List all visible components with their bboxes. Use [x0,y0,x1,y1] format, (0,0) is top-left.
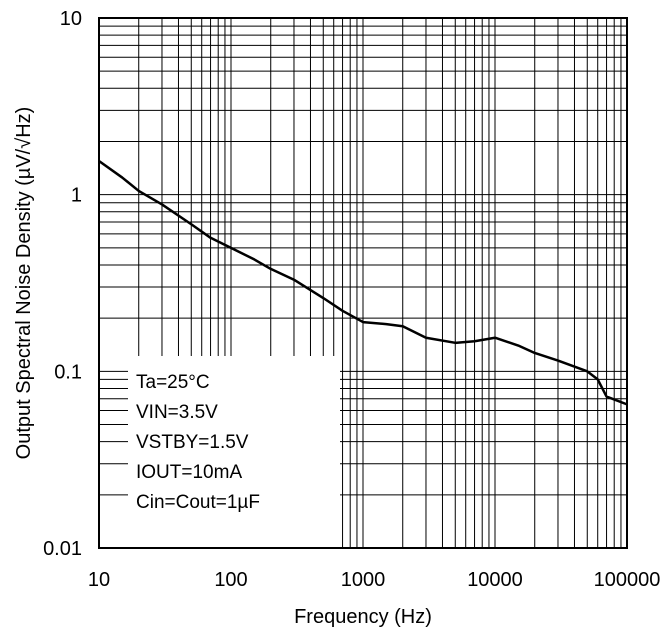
series-line [98,160,628,406]
plot-frame [98,17,628,549]
conditions-text: Ta=25°C VIN=3.5V VSTBY=1.5V IOUT=10mA Ci… [136,372,260,513]
condition-vin: VIN=3.5V [136,402,218,423]
x-tick-label: 100000 [594,569,661,591]
x-tick-label: 1000 [341,569,386,591]
condition-ta: Ta=25°C [136,372,210,393]
x-tick-label: 100 [214,569,247,591]
condition-cap: Cin=Cout=1µF [136,492,260,513]
y-tick-label: 0.1 [54,361,82,383]
x-axis-title: Frequency (Hz) [294,606,432,628]
condition-vstby: VSTBY=1.5V [136,432,249,453]
y-axis-title: Output Spectral Noise Density (µV/√Hz) [13,107,35,460]
y-tick-label: 10 [60,8,82,30]
x-tick-label: 10 [88,569,110,591]
y-tick-labels: 0.01 0.1 1 10 [43,8,82,560]
x-tick-label: 10000 [467,569,523,591]
y-tick-label: 0.01 [43,538,82,560]
x-tick-labels: 10 100 1000 10000 100000 [88,569,661,591]
condition-iout: IOUT=10mA [136,462,242,483]
conditions-box [128,356,340,548]
y-tick-label: 1 [71,185,82,207]
